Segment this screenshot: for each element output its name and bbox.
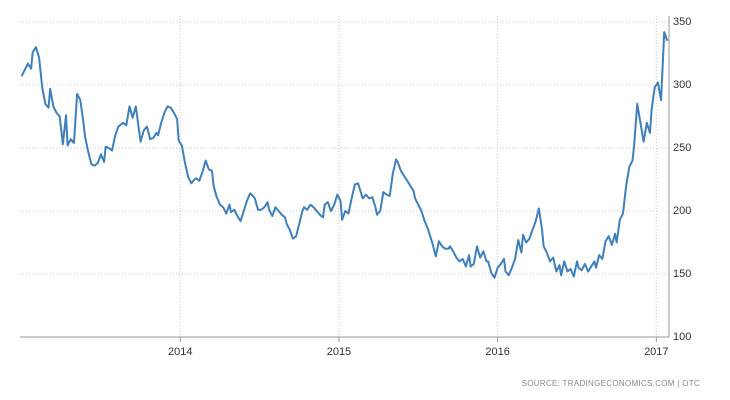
y-tick-label: 100	[673, 331, 691, 343]
y-tick-label: 250	[673, 142, 691, 154]
y-tick-label: 150	[673, 268, 691, 280]
x-tick-label: 2017	[644, 346, 668, 358]
x-tick-label: 2014	[168, 346, 192, 358]
x-tick-label: 2015	[327, 346, 351, 358]
data-line	[20, 31, 669, 279]
y-tick-label: 350	[673, 16, 691, 28]
x-tick-label: 2016	[485, 346, 509, 358]
y-tick-label: 200	[673, 205, 691, 217]
y-tick-label: 300	[673, 79, 691, 91]
source-note: SOURCE: TRADINGECONOMICS.COM | OTC	[522, 379, 700, 388]
